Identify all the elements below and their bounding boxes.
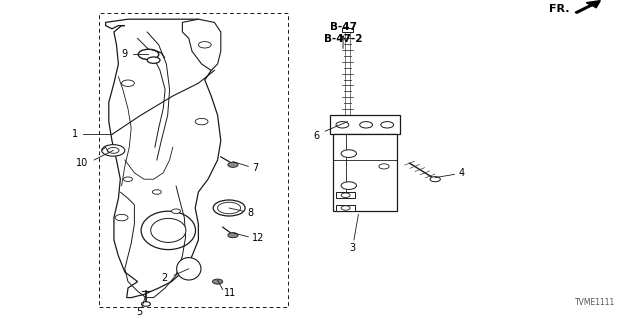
Text: 8: 8 <box>247 208 253 218</box>
Circle shape <box>228 233 238 238</box>
Polygon shape <box>336 192 355 198</box>
Bar <box>99 13 288 307</box>
Circle shape <box>124 177 132 181</box>
Text: 12: 12 <box>252 233 264 244</box>
Circle shape <box>341 193 350 197</box>
Polygon shape <box>330 115 400 134</box>
Circle shape <box>336 122 349 128</box>
Polygon shape <box>106 19 221 298</box>
Polygon shape <box>182 19 221 70</box>
Text: 6: 6 <box>314 131 320 141</box>
Circle shape <box>228 162 238 167</box>
Text: 3: 3 <box>349 243 355 253</box>
Text: 10: 10 <box>76 158 88 168</box>
Circle shape <box>138 49 159 60</box>
Circle shape <box>341 182 356 189</box>
Circle shape <box>213 200 245 216</box>
Text: TVME1111: TVME1111 <box>575 298 615 307</box>
Circle shape <box>341 206 350 210</box>
Circle shape <box>108 148 119 153</box>
Circle shape <box>122 80 134 86</box>
Text: 4: 4 <box>459 168 465 178</box>
Circle shape <box>430 177 440 182</box>
Text: 5: 5 <box>136 307 143 317</box>
Circle shape <box>147 57 160 63</box>
Circle shape <box>102 145 125 156</box>
FancyArrow shape <box>575 1 600 13</box>
Circle shape <box>195 118 208 125</box>
Text: 9: 9 <box>122 49 128 60</box>
Polygon shape <box>336 205 355 211</box>
Ellipse shape <box>151 218 186 243</box>
Circle shape <box>218 202 241 214</box>
Circle shape <box>360 122 372 128</box>
Circle shape <box>212 279 223 284</box>
Polygon shape <box>333 134 397 211</box>
Text: 11: 11 <box>224 288 236 298</box>
Ellipse shape <box>177 258 201 280</box>
Text: B-47
B-47-2: B-47 B-47-2 <box>324 22 362 44</box>
Circle shape <box>152 190 161 194</box>
Text: 7: 7 <box>252 163 259 173</box>
Text: 1: 1 <box>72 129 78 140</box>
Ellipse shape <box>141 211 196 250</box>
Text: FR.: FR. <box>549 4 570 14</box>
Circle shape <box>381 122 394 128</box>
Circle shape <box>115 214 128 221</box>
Circle shape <box>379 164 389 169</box>
Circle shape <box>172 209 180 213</box>
Circle shape <box>141 302 150 306</box>
Circle shape <box>341 150 356 157</box>
Text: 2: 2 <box>161 273 168 284</box>
Circle shape <box>198 42 211 48</box>
